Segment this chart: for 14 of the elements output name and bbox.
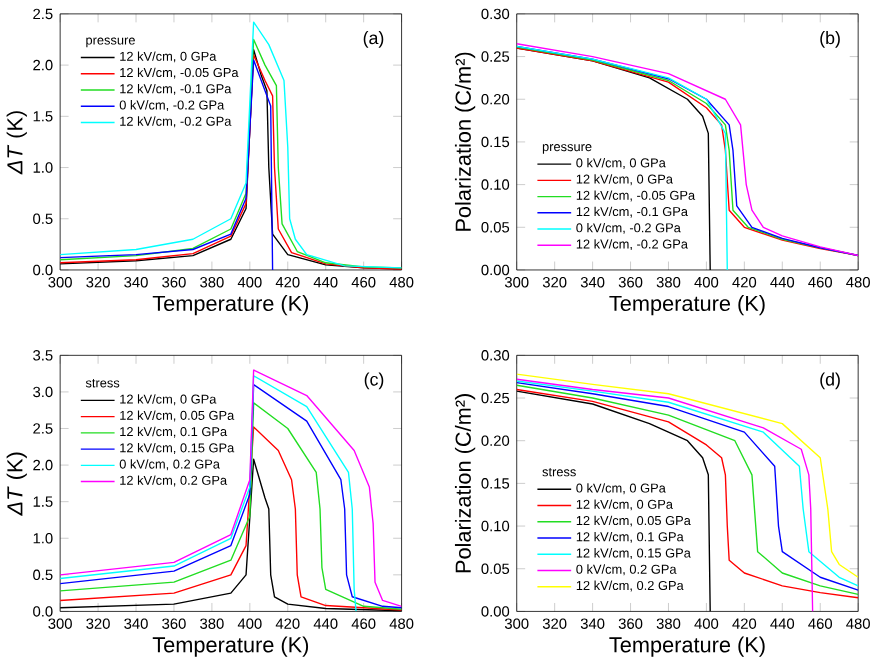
annotation: (d): [820, 373, 840, 390]
line-series: [60, 59, 274, 271]
line-series: [516, 379, 814, 612]
y-axis-title: ΔT (K): [6, 111, 27, 175]
x-axis-title: Temperature (K): [152, 295, 309, 316]
x-axis-title: Temperature (K): [609, 637, 765, 658]
annotation: (b): [820, 31, 840, 49]
y-axis-title: Polarization (C/m²): [454, 53, 476, 232]
y-axis-title: Polarization (C/m²): [454, 394, 476, 573]
annotation: (a): [363, 31, 384, 49]
annotation: (c): [364, 373, 384, 390]
y-axis-title: ΔT (K): [6, 453, 27, 517]
x-axis-title: Temperature (K): [609, 295, 765, 316]
x-axis-title: Temperature (K): [152, 637, 309, 658]
